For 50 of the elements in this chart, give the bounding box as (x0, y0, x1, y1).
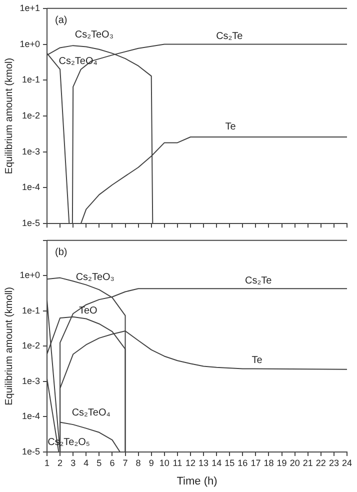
x-tick-label: 17 (250, 458, 261, 468)
y-tick-label: 1e-3 (22, 146, 40, 156)
x-tick-label: 20 (290, 458, 300, 468)
series-label: Cs₂TeO₄ (72, 407, 110, 418)
y-tick-label: 1e-5 (22, 446, 40, 456)
x-tick-label: 2 (58, 458, 63, 468)
y-tick-label: 1e-3 (22, 376, 40, 386)
y-tick-label: 1e-4 (22, 182, 40, 192)
x-tick-label: 18 (264, 458, 274, 468)
x-tick-label: 11 (172, 458, 182, 468)
x-tick-label: 24 (342, 458, 352, 468)
y-tick-label: 1e-5 (22, 218, 40, 228)
y-axis-title: Equilibrium amount (kmol) (4, 58, 15, 174)
x-tick-label: 14 (212, 458, 222, 468)
x-tick-label: 13 (198, 458, 209, 468)
x-tick-label: 10 (159, 458, 170, 468)
series-label: Cs₂Te (244, 275, 272, 286)
series-label: Cs₂Te (216, 31, 244, 42)
annotation: (a) (55, 15, 68, 26)
x-tick-label: 15 (224, 458, 235, 468)
x-tick-label: 21 (302, 458, 313, 468)
series-label: Cs₂TeO₃ (76, 272, 114, 283)
y-tick-label: 1e-2 (22, 340, 40, 351)
y-tick-label: 1e+0 (20, 270, 40, 280)
y-tick-label: 1e-4 (22, 411, 40, 422)
x-tick-label: 23 (328, 458, 339, 468)
x-tick-label: 8 (136, 458, 141, 468)
x-tick-label: 3 (70, 458, 76, 468)
series-label: Te (252, 355, 263, 366)
x-tick-label: 1 (44, 458, 50, 468)
annotation: (b) (55, 247, 68, 258)
x-tick-label: 4 (84, 458, 89, 468)
y-axis-title: Equilibrium amount (kmoll) (4, 287, 15, 406)
x-tick-label: 7 (122, 458, 128, 468)
x-axis-title: Time (h) (176, 475, 218, 488)
series-label: Te (225, 122, 236, 133)
x-tick-label: 12 (185, 458, 196, 468)
x-tick-label: 6 (110, 458, 115, 468)
x-tick-label: 22 (316, 458, 326, 468)
x-tick-label: 9 (148, 458, 154, 468)
series-label: TeO (78, 306, 98, 317)
x-tick-label: 5 (96, 458, 102, 468)
series-label: Cs₂TeO₃ (74, 30, 114, 41)
y-tick-label: 1e+0 (20, 38, 40, 49)
y-tick-label: 1e-1 (22, 305, 40, 316)
x-tick-label: 19 (276, 458, 287, 468)
y-tick-label: 1e-2 (22, 110, 40, 120)
y-tick-label: 1e+1 (20, 2, 40, 13)
y-tick-label: 1e-1 (22, 74, 40, 85)
x-tick-label: 16 (238, 458, 248, 468)
